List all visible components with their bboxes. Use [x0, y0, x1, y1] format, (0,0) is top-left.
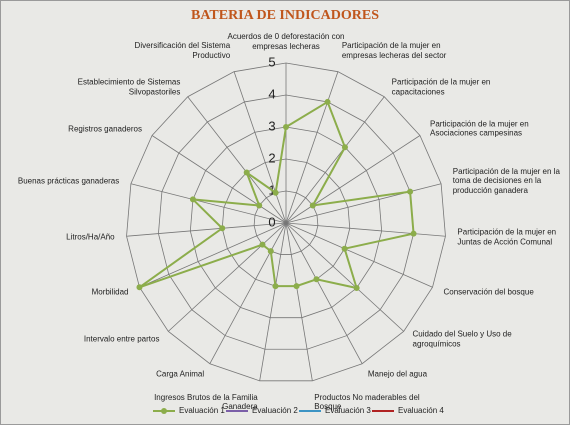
spoke	[285, 222, 313, 381]
legend-label: Evaluación 1	[179, 406, 225, 415]
point	[410, 230, 417, 237]
spoke	[187, 96, 287, 224]
spoke	[285, 222, 404, 332]
category-label: Participación de la mujer en capacitacio…	[391, 77, 491, 97]
point	[259, 241, 266, 248]
point	[136, 284, 143, 291]
category-label: Participación de la mujer en la toma de …	[452, 166, 560, 195]
point	[324, 98, 331, 105]
chart-title: BATERIA DE INDICADORES	[190, 8, 379, 23]
point	[407, 188, 414, 195]
point	[219, 225, 226, 232]
category-label: Registros ganaderos	[68, 124, 142, 134]
point	[272, 283, 279, 290]
spoke	[233, 71, 287, 224]
point	[341, 144, 348, 151]
category-label: Ingresos Brutos de la Familia Ganadera	[154, 392, 258, 412]
legend-label: Evaluación 2	[252, 406, 298, 415]
point	[189, 196, 196, 203]
grid-ring	[158, 94, 414, 350]
category-label: Litros/Ha/Año	[66, 232, 115, 242]
point	[243, 169, 250, 176]
spoke	[285, 222, 433, 288]
legend-label: Evaluación 4	[398, 406, 444, 415]
spoke	[285, 222, 363, 364]
spoke	[130, 183, 287, 224]
point	[267, 248, 274, 255]
spoke	[285, 96, 385, 224]
point	[309, 202, 316, 209]
category-label: Manejo del agua	[367, 369, 428, 379]
category-label: Participación de la mujer en Juntas de A…	[457, 227, 557, 247]
category-label: Acuerdos de 0 deforestación con empresas…	[227, 32, 345, 51]
grid-ring	[189, 126, 383, 319]
point	[256, 202, 263, 209]
legend-marker	[161, 408, 167, 414]
spoke	[209, 222, 287, 364]
point	[272, 189, 279, 196]
point	[353, 285, 360, 292]
spoke	[151, 135, 287, 224]
category-label: Establecimiento de Sistemas Silvopastori…	[77, 77, 181, 97]
spoke	[126, 222, 287, 237]
category-label: Participación de la mujer en empresas le…	[341, 41, 447, 60]
grid-ring	[126, 62, 446, 382]
legend-label: Evaluación 3	[325, 406, 371, 415]
r-tick-label: 3	[268, 118, 275, 133]
spoke	[168, 222, 287, 332]
category-label: Buenas prácticas ganaderas	[17, 176, 120, 186]
spoke	[285, 183, 442, 224]
point	[293, 283, 300, 290]
spoke	[139, 222, 287, 288]
spoke	[285, 222, 446, 237]
category-label: Cuidado del Suelo y Uso de agroquímicos	[412, 329, 512, 349]
spoke	[285, 135, 421, 224]
point	[283, 124, 289, 130]
spoke	[259, 222, 287, 381]
series-line	[138, 100, 415, 290]
r-tick-label: 5	[268, 54, 275, 69]
r-tick-label: 0	[268, 214, 275, 229]
category-label: Intervalo entre partos	[83, 334, 160, 344]
category-label: Morbilidad	[91, 287, 129, 297]
category-label: Carga Animal	[156, 369, 205, 379]
category-label: Conservación del bosque	[443, 287, 534, 297]
r-tick-label: 4	[268, 86, 275, 101]
category-label: Diversificación del Sistema Productivo	[134, 41, 231, 60]
category-label: Productos No maderables del Bosque	[314, 392, 420, 412]
point	[341, 245, 348, 252]
r-tick-label: 2	[268, 150, 275, 165]
point	[313, 276, 320, 283]
category-label: Participación de la mujer en Asociacione…	[429, 119, 529, 138]
spoke	[285, 71, 339, 224]
